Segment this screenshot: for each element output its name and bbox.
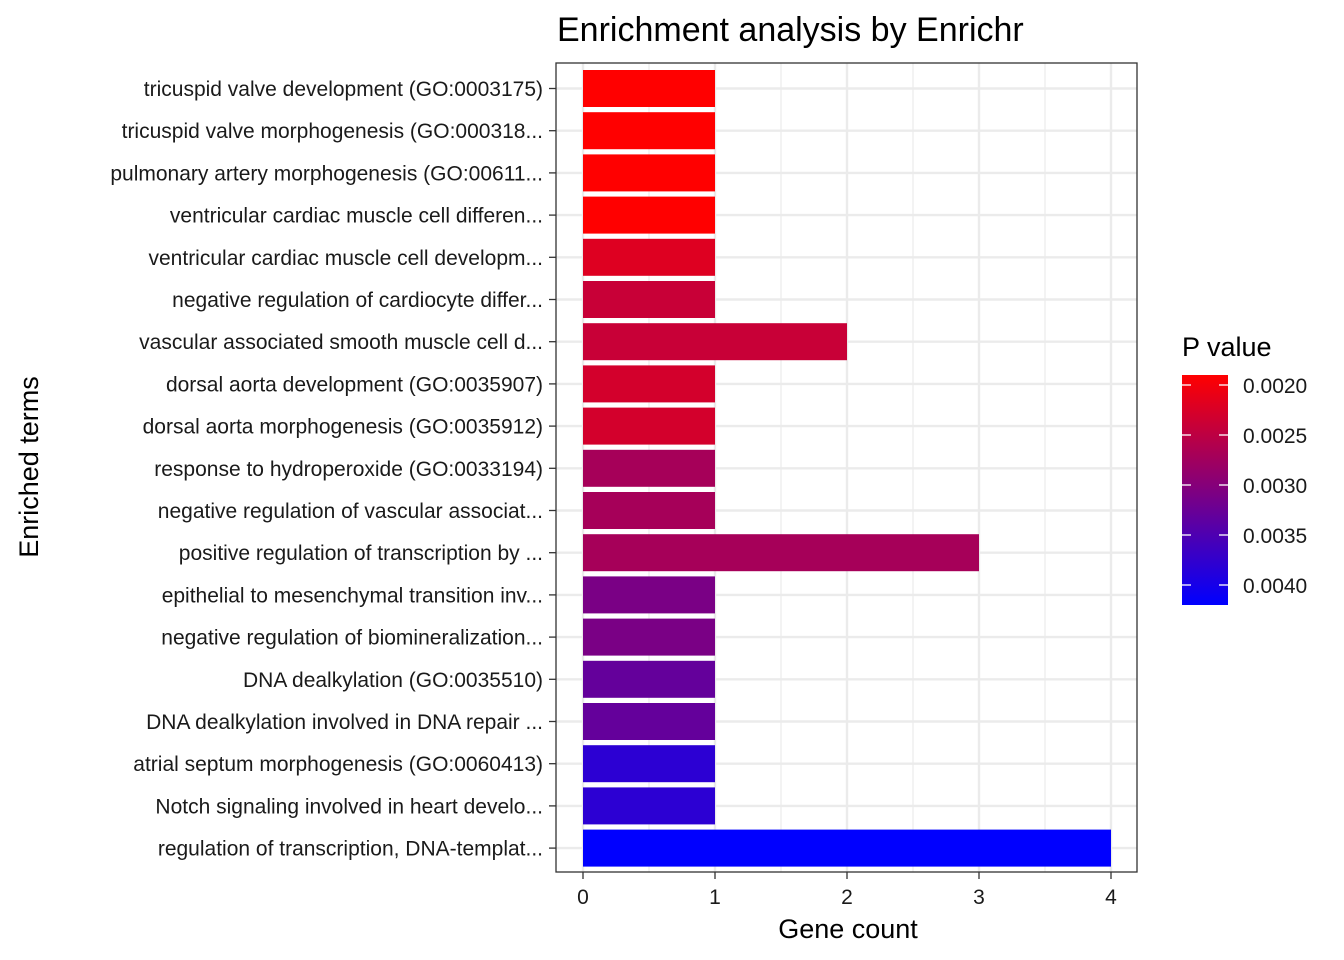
bar: [583, 745, 715, 783]
x-axis-ticks: 0 1 2 3 4: [577, 872, 1117, 909]
y-tick-label: vascular associated smooth muscle cell d…: [139, 331, 543, 354]
x-tick-label: 4: [1105, 886, 1117, 909]
y-tick-label: ventricular cardiac muscle cell differen…: [170, 205, 543, 228]
y-tick-label: pulmonary artery morphogenesis (GO:00611…: [110, 162, 543, 185]
y-tick-label: regulation of transcription, DNA-templat…: [158, 838, 543, 861]
legend-tick-label: 0.0020: [1243, 375, 1307, 398]
y-tick-label: dorsal aorta development (GO:0035907): [166, 373, 543, 396]
bar: [583, 112, 715, 150]
bar: [583, 449, 715, 487]
legend-ticks: 0.0020 0.0025 0.0030 0.0035 0.0040: [1182, 375, 1307, 598]
x-tick-label: 3: [973, 886, 985, 909]
x-tick-label: 1: [709, 886, 721, 909]
bar: [583, 576, 715, 614]
bars: [583, 70, 1111, 867]
y-tick-label: tricuspid valve development (GO:0003175): [144, 78, 543, 101]
bar: [583, 281, 715, 318]
bar: [583, 154, 715, 192]
y-tick-label: negative regulation of vascular associat…: [158, 500, 543, 523]
y-axis-ticks: tricuspid valve development (GO:0003175)…: [110, 78, 556, 861]
legend-title: P value: [1182, 332, 1272, 362]
bar: [583, 660, 715, 698]
y-tick-label: atrial septum morphogenesis (GO:0060413): [133, 753, 543, 776]
y-tick-label: response to hydroperoxide (GO:0033194): [154, 458, 543, 481]
bar: [583, 70, 715, 107]
bar: [583, 323, 847, 361]
y-tick-label: dorsal aorta morphogenesis (GO:0035912): [143, 416, 543, 439]
legend-tick-label: 0.0030: [1243, 475, 1307, 498]
bar: [583, 703, 715, 740]
x-axis-title: Gene count: [778, 914, 918, 944]
y-tick-label: DNA dealkylation involved in DNA repair …: [146, 711, 543, 734]
y-tick-label: negative regulation of cardiocyte differ…: [172, 289, 543, 312]
y-axis-title: Enriched terms: [14, 376, 44, 558]
y-tick-label: positive regulation of transcription by …: [179, 542, 543, 565]
x-tick-label: 0: [577, 886, 589, 909]
x-tick-label: 2: [841, 886, 853, 909]
legend-colorbar: [1182, 375, 1228, 605]
legend-tick-label: 0.0025: [1243, 425, 1307, 448]
legend-tick-label: 0.0035: [1243, 525, 1307, 548]
bar: [583, 196, 715, 234]
bar: [583, 618, 715, 656]
bar: [583, 534, 979, 572]
bar: [583, 365, 715, 403]
bar: [583, 492, 715, 529]
bar: [583, 829, 1111, 867]
y-tick-label: epithelial to mesenchymal transition inv…: [162, 584, 543, 607]
y-tick-label: negative regulation of biomineralization…: [161, 627, 543, 650]
bar: [583, 787, 715, 825]
y-tick-label: Notch signaling involved in heart develo…: [155, 795, 543, 818]
legend-tick-label: 0.0040: [1243, 575, 1307, 598]
chart-title: Enrichment analysis by Enrichr: [557, 11, 1024, 49]
bar: [583, 238, 715, 276]
y-tick-label: ventricular cardiac muscle cell developm…: [149, 247, 544, 270]
y-tick-label: tricuspid valve morphogenesis (GO:000318…: [122, 120, 543, 143]
bar: [583, 407, 715, 445]
y-tick-label: DNA dealkylation (GO:0035510): [243, 669, 543, 692]
